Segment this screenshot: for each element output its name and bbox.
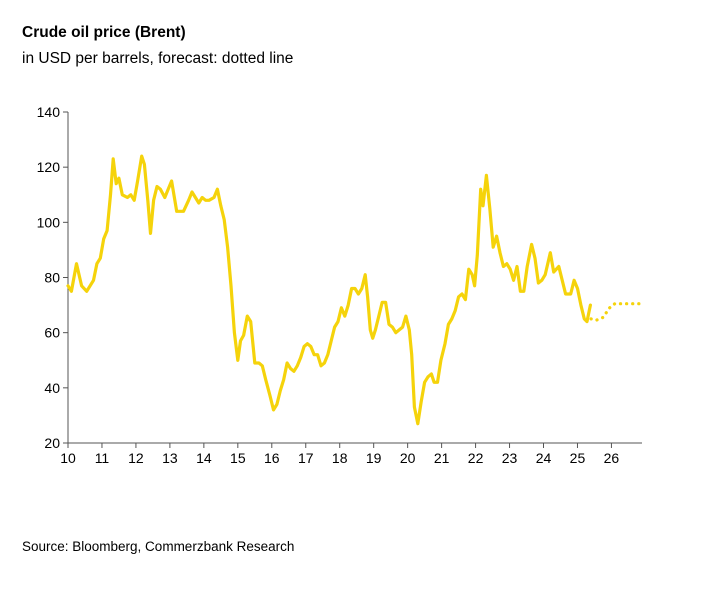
x-tick-label: 23 [502,450,518,466]
x-tick-label: 26 [604,450,620,466]
forecast-line [589,302,642,322]
x-tick-label: 11 [95,450,110,466]
x-tick-label: 19 [366,450,382,466]
y-tick-label: 120 [37,159,61,175]
y-tick-label: 40 [44,380,60,396]
y-tick-label: 60 [44,325,60,341]
x-tick-label: 18 [332,450,348,466]
x-tick-label: 21 [434,450,450,466]
x-tick-label: 14 [196,450,212,466]
y-tick-label: 20 [44,435,60,451]
chart-subtitle: in USD per barrels, forecast: dotted lin… [22,50,294,67]
x-tick-label: 10 [60,450,76,466]
x-tick-label: 13 [162,450,178,466]
price-line [66,154,592,426]
x-tick-label: 15 [230,450,246,466]
chart-title: Crude oil price (Brent) [22,24,186,41]
x-tick-label: 22 [468,450,484,466]
x-tick-label: 17 [298,450,314,466]
x-tick-label: 20 [400,450,416,466]
x-tick-label: 12 [128,450,144,466]
source-note: Source: Bloomberg, Commerzbank Research [22,539,295,554]
axes: 20 40 60 80 100 120 140 10 11 12 13 14 15 16 17 18 19 20 2… [37,104,642,466]
y-tick-label: 100 [37,214,61,230]
x-tick-label: 25 [570,450,586,466]
x-tick-label: 16 [264,450,280,466]
series-group [66,154,642,426]
x-tick-label: 24 [536,450,552,466]
y-tick-label: 140 [37,104,61,120]
y-tick-label: 80 [44,270,60,286]
